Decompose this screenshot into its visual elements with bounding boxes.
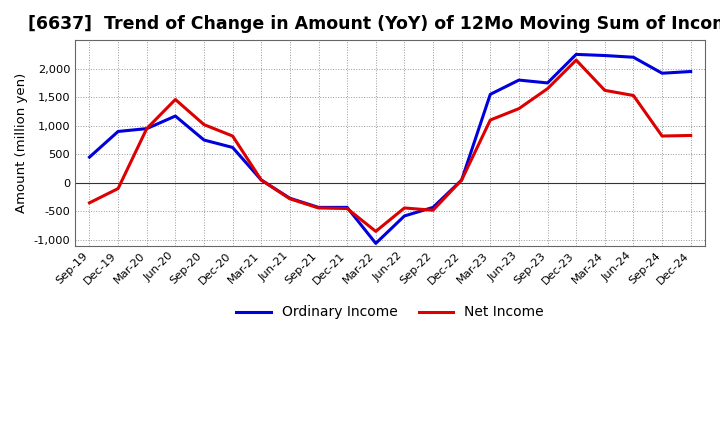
Ordinary Income [428,205,437,210]
Net Income [85,200,94,205]
Net Income [400,205,409,211]
Ordinary Income [658,70,667,76]
Ordinary Income [114,129,122,134]
Line: Net Income: Net Income [89,60,690,231]
Ordinary Income [543,80,552,85]
Net Income [600,88,609,93]
Ordinary Income [457,177,466,183]
Net Income [686,133,695,138]
Net Income [143,126,151,131]
Title: [6637]  Trend of Change in Amount (YoY) of 12Mo Moving Sum of Incomes: [6637] Trend of Change in Amount (YoY) o… [28,15,720,33]
Net Income [457,177,466,183]
Net Income [228,133,237,139]
Ordinary Income [486,92,495,97]
Net Income [286,196,294,202]
Ordinary Income [343,205,351,210]
Ordinary Income [286,196,294,201]
Ordinary Income [629,55,638,60]
Net Income [658,133,667,139]
Net Income [314,205,323,211]
Net Income [114,186,122,191]
Y-axis label: Amount (million yen): Amount (million yen) [15,73,28,213]
Net Income [543,86,552,91]
Net Income [343,206,351,211]
Ordinary Income [171,114,180,119]
Net Income [199,122,208,127]
Net Income [629,93,638,98]
Ordinary Income [143,126,151,131]
Net Income [515,106,523,111]
Net Income [572,58,580,63]
Ordinary Income [85,154,94,160]
Ordinary Income [257,177,266,183]
Net Income [257,177,266,183]
Net Income [486,117,495,123]
Net Income [428,208,437,213]
Ordinary Income [572,52,580,57]
Ordinary Income [686,69,695,74]
Line: Ordinary Income: Ordinary Income [89,55,690,243]
Ordinary Income [400,213,409,219]
Ordinary Income [600,53,609,58]
Net Income [171,97,180,102]
Ordinary Income [515,77,523,83]
Net Income [372,229,380,234]
Ordinary Income [228,145,237,150]
Legend: Ordinary Income, Net Income: Ordinary Income, Net Income [230,300,549,325]
Ordinary Income [199,137,208,143]
Ordinary Income [372,241,380,246]
Ordinary Income [314,205,323,210]
